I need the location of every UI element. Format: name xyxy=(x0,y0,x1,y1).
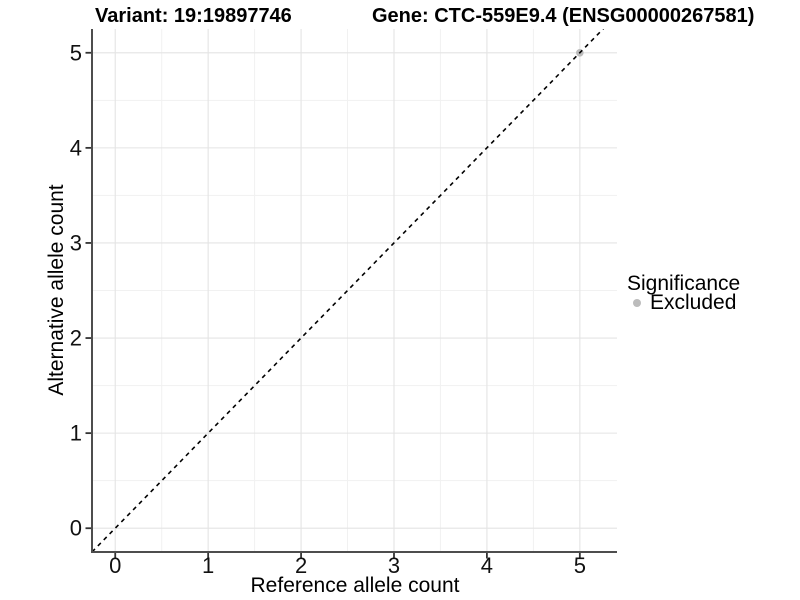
legend-entry-label: Excluded xyxy=(650,291,737,314)
x-tick-label: 1 xyxy=(202,553,214,578)
legend-marker-dot-icon xyxy=(633,299,641,307)
y-tick-label: 2 xyxy=(70,326,82,351)
y-tick-label: 5 xyxy=(70,40,82,65)
y-tick-label: 1 xyxy=(70,421,82,446)
x-axis-title: Reference allele count xyxy=(250,574,460,597)
x-tick-label: 5 xyxy=(574,553,586,578)
x-tick-label: 3 xyxy=(388,553,400,578)
plot-title-gene: Gene: CTC-559E9.4 (ENSG00000267581) xyxy=(372,5,755,27)
y-tick-label: 3 xyxy=(70,230,82,255)
y-tick-label: 0 xyxy=(70,516,82,541)
y-tick-label: 4 xyxy=(70,135,82,160)
x-tick-label: 2 xyxy=(295,553,307,578)
legend-entry-excluded: Excluded xyxy=(627,291,740,314)
y-axis-title: Alternative allele count xyxy=(45,184,68,396)
x-tick-label: 4 xyxy=(481,553,493,578)
plot-title-variant: Variant: 19:19897746 xyxy=(95,5,292,27)
legend: Significance Excluded xyxy=(627,272,741,314)
x-tick-label: 0 xyxy=(109,553,121,578)
legend-title: Significance xyxy=(627,272,741,295)
